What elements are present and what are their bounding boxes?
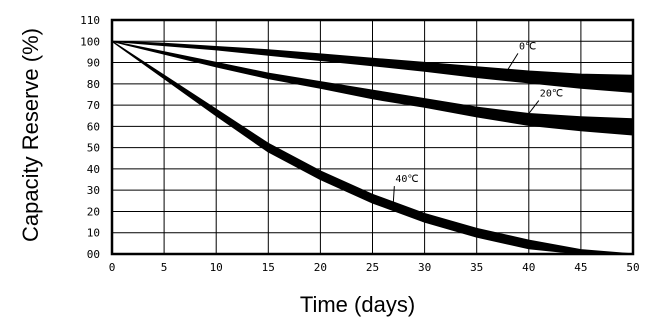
y-tick-label: 40 (87, 163, 100, 176)
label-leader-line (507, 53, 519, 70)
y-tick-label: 100 (80, 35, 100, 48)
x-tick-label: 35 (470, 261, 483, 274)
y-tick-label: 110 (80, 14, 100, 27)
plot-frame (110, 18, 635, 256)
x-tick-label: 5 (161, 261, 168, 274)
x-tick-label: 0 (109, 261, 116, 274)
y-tick-label: 90 (87, 57, 100, 70)
series-label: 40℃ (395, 174, 418, 185)
x-tick-label: 10 (210, 261, 223, 274)
x-axis-label: Time (days) (300, 292, 415, 317)
x-tick-label: 15 (262, 261, 275, 274)
y-tick-label: 80 (87, 78, 100, 91)
tick-labels: 0 5 10 15 20 25 30 35 40 45 50 00 10 20 30 40 50 60 70 80 90… (80, 14, 640, 274)
curve-labels: 0℃ 20℃ 40℃ (392, 41, 563, 203)
x-tick-label: 40 (522, 261, 535, 274)
y-tick-label: 70 (87, 99, 100, 112)
x-tick-label: 20 (314, 261, 327, 274)
x-tick-label: 45 (574, 261, 587, 274)
y-axis-label: Capacity Reserve (%) (18, 28, 43, 242)
y-tick-label: 50 (87, 142, 100, 155)
y-tick-label: 00 (87, 248, 100, 261)
y-tick-label: 10 (87, 227, 100, 240)
x-tick-label: 30 (418, 261, 431, 274)
series-label: 20℃ (540, 89, 563, 100)
label-leader-line (528, 100, 540, 114)
x-tick-label: 50 (626, 261, 639, 274)
label-leader-line (392, 186, 395, 203)
y-tick-label: 30 (87, 184, 100, 197)
x-tick-label: 25 (366, 261, 379, 274)
grid (112, 20, 633, 254)
series-label: 0℃ (519, 41, 536, 52)
y-tick-label: 60 (87, 120, 100, 133)
y-tick-label: 20 (87, 205, 100, 218)
